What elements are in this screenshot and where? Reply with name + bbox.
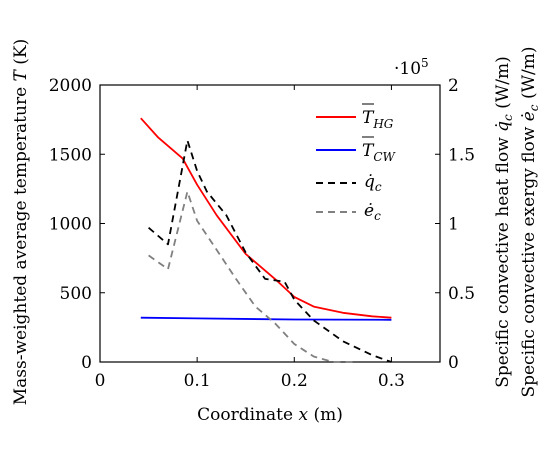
x-axis-ticks: 0 0.1 0.2 0.3 [95,85,405,391]
y-right-tick-label: 0.5 [448,284,475,304]
y-left-tick-label: 1500 [49,145,92,165]
series-line-t-hg [140,117,392,319]
y-left-tick-label: 1000 [49,215,92,235]
y-right-tick-label: 0 [448,353,459,373]
y-right-tick-label: 1.5 [448,145,475,165]
y-left-tick-label: 2000 [49,76,92,96]
legend-label-q-c: q̇c [364,172,382,194]
x-tick-label: 0.1 [184,371,211,391]
y-left-axis-label: Mass-weighted average temperature T̄ (K) [11,39,31,406]
legend-label-t-cw: TCW [362,141,397,164]
legend-label-t-hg: THG [362,108,394,131]
y-right-tick-label: 2 [448,76,459,96]
x-tick-label: 0.3 [378,371,405,391]
x-tick-label: 0.2 [281,371,308,391]
y-left-tick-label: 0 [81,353,92,373]
y-right-axis-ticks: 0 0.5 1 1.5 2 [435,76,475,373]
series-line-q-c [148,139,392,363]
legend-label-e-c: ėc [364,201,381,223]
y-left-tick-label: 500 [60,284,92,304]
legend: THG TCW q̇c ėc [316,103,397,223]
y-left-axis-ticks: 0 500 1000 1500 2000 [49,76,105,373]
series-lines [140,117,392,363]
x-axis-label: Coordinate x (m) [197,405,343,425]
y-right-tick-label: 1 [448,215,459,235]
series-line-e-c [148,190,353,363]
y-right-axis-label-exergy: Specific convective exergy flow ėc (W/m… [519,46,541,397]
x-tick-label: 0 [95,371,106,391]
series-line-t-cw [140,316,392,321]
y-right-axis-label-heat: Specific convective heat flow q̇c (W/m) [493,56,515,388]
right-axis-multiplier: ·105 [394,56,429,79]
